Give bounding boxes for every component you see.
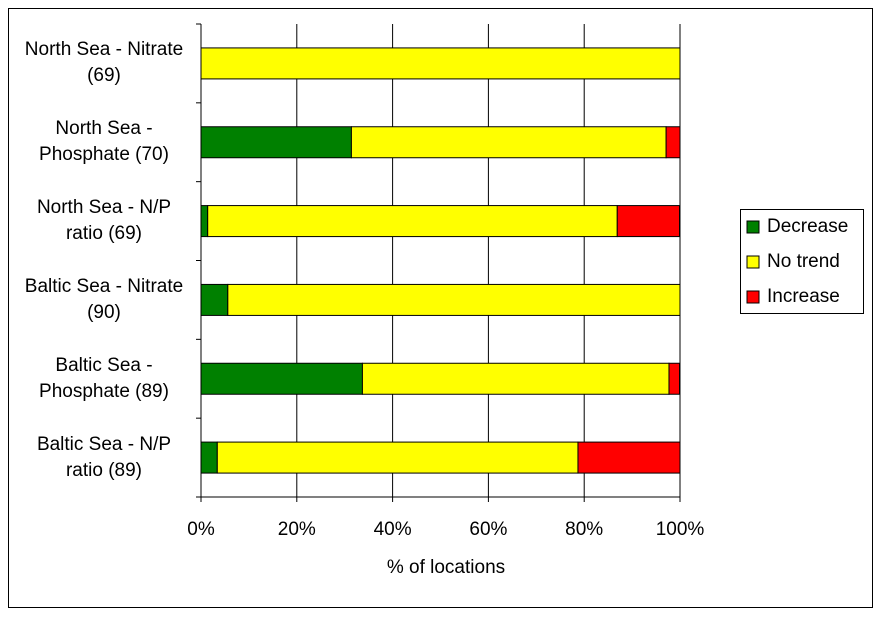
bar-segment <box>200 126 352 159</box>
y-tick-label: North Sea - Phosphate (70) <box>39 118 169 166</box>
y-tick-label: North Sea - Nitrate (69) <box>24 39 184 87</box>
bar-segment <box>665 126 681 159</box>
x-axis-label: % of locations <box>387 557 505 578</box>
x-tick-label: 80% <box>565 519 603 540</box>
y-tick-label: North Sea - N/P ratio (69) <box>36 197 172 245</box>
bar-segment <box>577 441 681 474</box>
bar-segment <box>361 362 670 395</box>
x-tick-label: 60% <box>469 519 507 540</box>
y-tick-label: Baltic Sea - Phosphate (89) <box>39 354 169 402</box>
legend-swatch <box>746 290 760 304</box>
legend-label: No trend <box>767 251 840 272</box>
bar-segment <box>200 283 229 316</box>
legend-label: Decrease <box>767 216 848 237</box>
bar-segment <box>668 362 681 395</box>
legend-box <box>740 209 864 314</box>
legend-swatch <box>746 220 760 234</box>
bar-segment <box>616 205 681 238</box>
bar-segment <box>200 47 681 80</box>
bar-segment <box>350 126 667 159</box>
y-tick-label: Baltic Sea - Nitrate (90) <box>24 275 184 323</box>
x-tick-label: 0% <box>187 519 215 540</box>
legend-label: Increase <box>767 286 840 307</box>
x-tick-label: 100% <box>656 519 705 540</box>
bar-segment <box>216 441 579 474</box>
bar-segment <box>200 362 363 395</box>
x-tick-label: 20% <box>278 519 316 540</box>
bar-segment <box>207 205 618 238</box>
legend-swatch <box>746 255 760 269</box>
bar-segment <box>200 441 218 474</box>
y-tick-label: Baltic Sea - N/P ratio (89) <box>36 433 172 481</box>
bar-segment <box>200 205 209 238</box>
x-tick-label: 40% <box>374 519 412 540</box>
bar-segment <box>227 283 681 316</box>
